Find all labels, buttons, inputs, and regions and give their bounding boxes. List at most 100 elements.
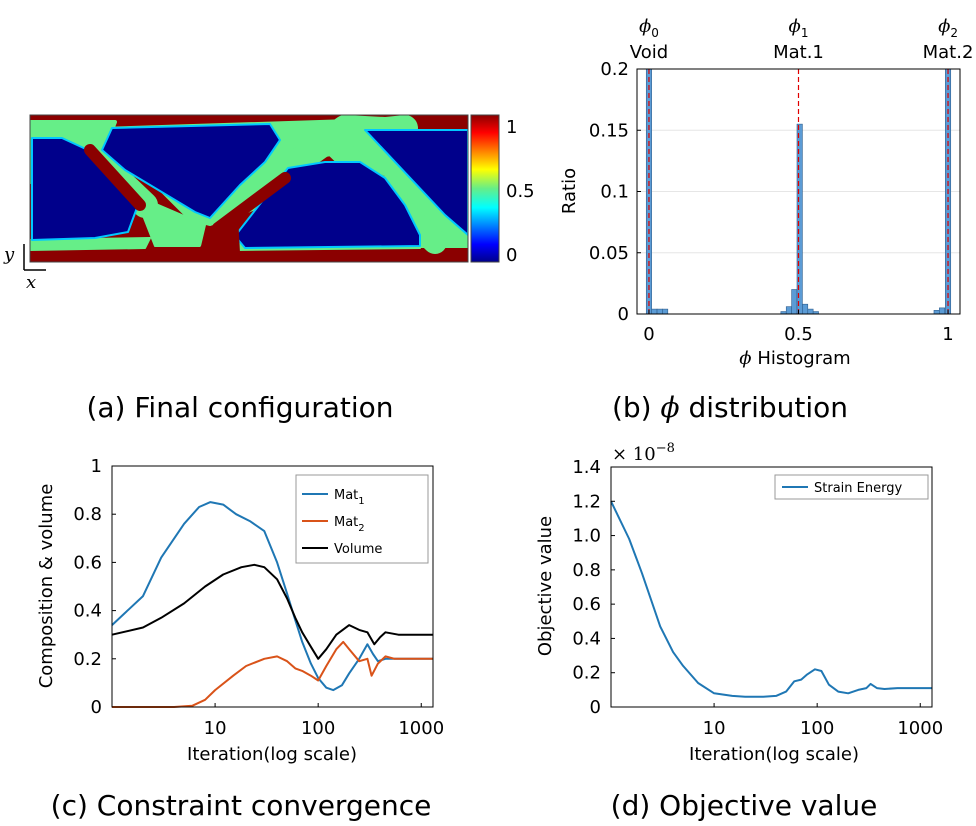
histogram-bar — [807, 308, 814, 315]
histogram-ticks: 0 0.05 0.1 0.15 0.2 0 0.5 1 — [589, 59, 954, 345]
colorbar-tick-0: 0 — [506, 245, 517, 266]
coordinate-axes-icon — [23, 244, 46, 271]
histogram-xtick-label: 0 — [643, 324, 654, 345]
phase-label: Mat.2 — [923, 42, 974, 63]
axis-x-label: x — [26, 272, 36, 293]
colorbar — [470, 114, 500, 263]
legend-entry-name: Mat — [334, 515, 358, 530]
histogram-ytick-label: 0.05 — [589, 243, 629, 264]
legend-entry-sub: 1 — [358, 496, 364, 507]
phase-label: Void — [630, 42, 668, 63]
caption-b: (b) ϕ distribution — [612, 391, 848, 424]
histogram-bar — [796, 123, 803, 315]
legend-entry-sub: 2 — [358, 523, 364, 534]
ytick-label: 0 — [590, 697, 601, 718]
objective-exponent-power: −8 — [656, 441, 675, 456]
histogram-bar — [939, 307, 946, 315]
caption-b-suffix: distribution — [688, 391, 848, 424]
histogram-ytick-label: 0.15 — [589, 120, 629, 141]
xtick-label: 100 — [301, 718, 335, 739]
objective-series — [610, 500, 932, 698]
constraint-ylabel: Composition & volume — [36, 484, 57, 689]
phase-symbol: ϕ0 — [639, 16, 659, 40]
histogram-bar — [802, 303, 809, 315]
axis-y-label: y — [3, 244, 15, 265]
xtick-label: 100 — [800, 718, 834, 739]
xtick-label: 1000 — [897, 718, 943, 739]
histogram-ytick-label: 0.1 — [600, 182, 629, 203]
histogram-bar — [933, 310, 940, 315]
constraint-ticks: 0 0.2 0.4 0.6 0.8 1 10 100 1000 — [73, 456, 444, 739]
objective-plot-area — [610, 466, 933, 708]
void-regions — [31, 123, 468, 249]
histogram-bar — [662, 308, 669, 315]
phase-symbol: ϕ2 — [938, 16, 958, 40]
constraint-plot-area — [111, 465, 434, 708]
series-line — [111, 501, 433, 692]
legend-entry: Strain Energy — [814, 481, 902, 496]
colorbar-tick-1: 1 — [506, 117, 517, 138]
caption-b-prefix: (b) — [612, 391, 652, 424]
phase-symbol-glyph: ϕ — [938, 16, 950, 37]
histogram-xlabel: ϕ Histogram — [739, 348, 850, 369]
histogram-xlabel-symbol: ϕ — [739, 348, 751, 369]
legend-entry-name: Mat — [334, 488, 358, 503]
xtick-label: 10 — [703, 718, 726, 739]
series-line — [112, 640, 433, 708]
phase-symbol: ϕ1 — [789, 16, 809, 40]
phase-symbol-glyph: ϕ — [789, 16, 801, 37]
ytick-label: 1 — [91, 456, 102, 477]
ytick-label: 1.2 — [572, 491, 601, 512]
caption-c: (c) Constraint convergence — [51, 789, 432, 822]
ytick-label: 0.6 — [73, 552, 102, 573]
histogram-bar — [785, 306, 792, 315]
caption-a: (a) Final configuration — [86, 391, 393, 424]
objective-xlabel: Iteration(log scale) — [689, 744, 859, 765]
panel-c: 0 0.2 0.4 0.6 0.8 1 10 100 1000 Composition & vo… — [36, 456, 444, 822]
ytick-label: 1.0 — [572, 526, 601, 547]
objective-legend: Strain Energy — [774, 474, 929, 500]
histogram-ytick-label: 0.2 — [600, 59, 629, 80]
series-line — [610, 500, 932, 698]
objective-exponent: × 10−8 — [612, 441, 675, 465]
ytick-label: 0.4 — [73, 601, 102, 622]
phase-symbol-sub: 2 — [950, 26, 958, 40]
ytick-label: 0.2 — [572, 663, 601, 684]
caption-b-symbol: ϕ — [660, 391, 679, 424]
legend-entry-name: Volume — [334, 542, 382, 557]
legend-entry: Mat2 — [334, 515, 365, 534]
histogram-bar — [791, 289, 798, 315]
colorbar-tick-0.5: 0.5 — [506, 181, 535, 202]
legend-entry: Mat1 — [334, 488, 365, 507]
histogram-xtick-label: 1 — [942, 324, 953, 345]
objective-exponent-prefix: × 10 — [612, 444, 656, 465]
histogram-bar — [656, 308, 663, 315]
histogram-ytick-label: 0 — [618, 304, 629, 325]
panel-d: 0 0.2 0.4 0.6 0.8 1.0 1.2 1.4 10 100 1000 Objectiv… — [535, 441, 943, 822]
ytick-label: 1.4 — [572, 457, 601, 478]
phase-symbol-sub: 1 — [801, 26, 809, 40]
histogram-xlabel-text: Histogram — [757, 348, 850, 369]
legend-entry: Volume — [334, 542, 382, 557]
ytick-label: 0 — [91, 697, 102, 718]
phase-symbol-sub: 0 — [651, 26, 659, 40]
histogram-bar — [651, 308, 658, 315]
configuration-field — [30, 115, 468, 262]
constraint-xlabel: Iteration(log scale) — [187, 744, 357, 765]
histogram-xtick-label: 0.5 — [784, 324, 813, 345]
xtick-label: 1000 — [398, 718, 444, 739]
ytick-label: 0.8 — [572, 560, 601, 581]
ytick-label: 0.2 — [73, 649, 102, 670]
constraint-series — [111, 501, 433, 708]
xtick-label: 10 — [204, 718, 227, 739]
histogram-ylabel: Ratio — [559, 168, 580, 214]
material-2-struts — [84, 144, 291, 262]
configuration-frame — [29, 114, 469, 263]
ytick-label: 0.6 — [572, 594, 601, 615]
objective-ylabel: Objective value — [535, 516, 556, 656]
legend-entry-name: Strain Energy — [814, 481, 902, 496]
